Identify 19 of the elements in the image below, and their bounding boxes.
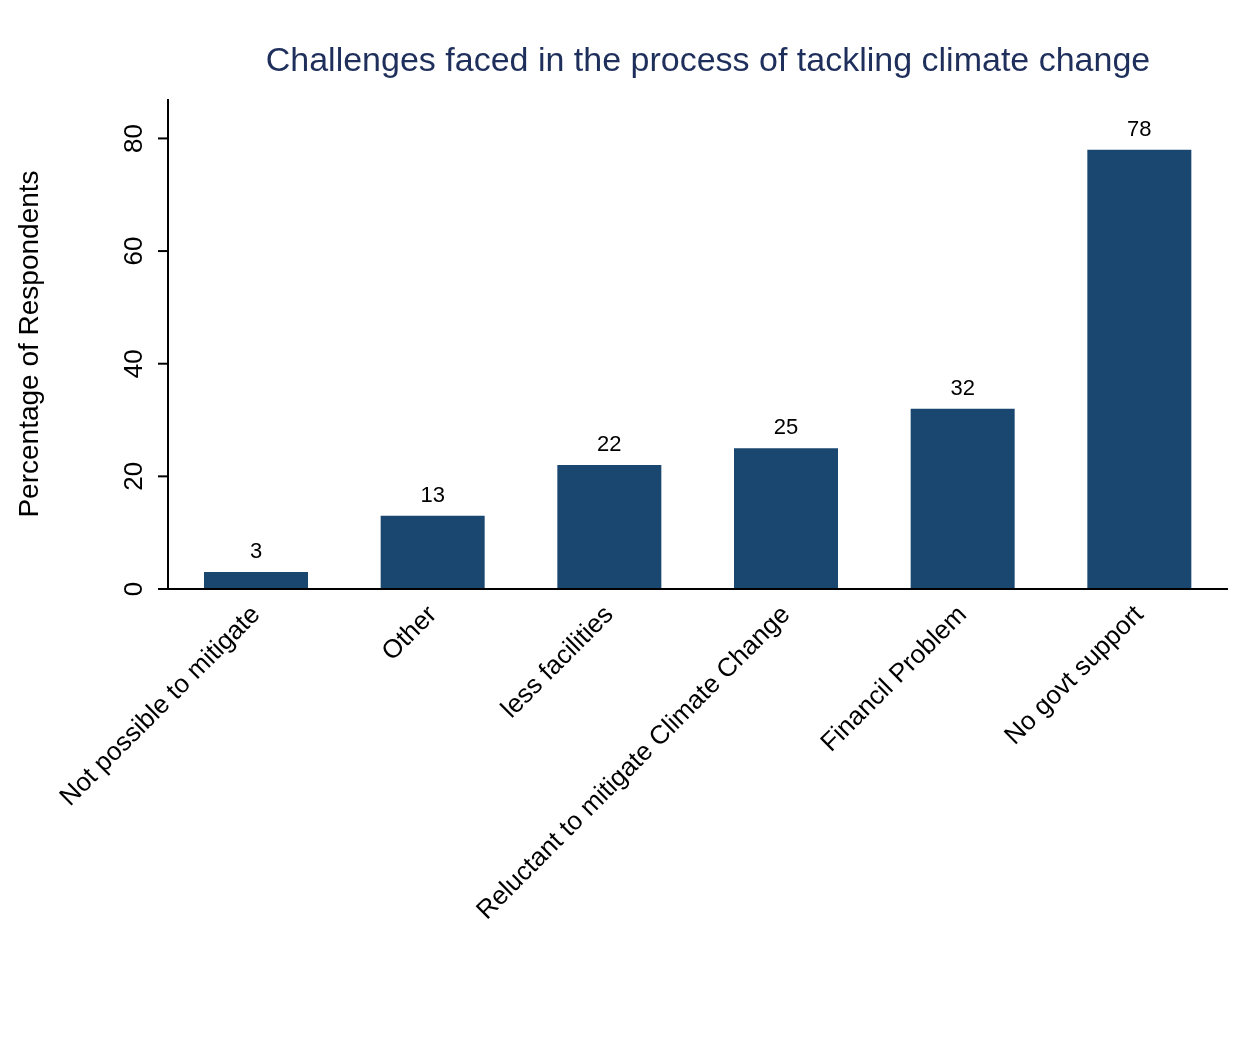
y-tick-label: 80 bbox=[118, 123, 148, 153]
bar bbox=[734, 448, 838, 589]
y-axis-title: Percentage of Respondents bbox=[12, 170, 44, 518]
y-tick-label: 40 bbox=[118, 349, 148, 379]
bar bbox=[1087, 149, 1192, 589]
y-tick-label: 0 bbox=[118, 581, 148, 597]
data-label: 22 bbox=[597, 431, 622, 457]
bar bbox=[910, 408, 1015, 589]
chart-title: Challenges faced in the process of tackling climate change bbox=[264, 40, 1152, 79]
data-label: 25 bbox=[773, 414, 799, 440]
bar bbox=[204, 572, 308, 589]
data-label: 3 bbox=[249, 538, 263, 564]
y-tick-label: 60 bbox=[118, 236, 148, 266]
bar bbox=[380, 515, 485, 589]
y-tick-label: 20 bbox=[118, 461, 148, 491]
data-label: 78 bbox=[1127, 115, 1152, 141]
data-label: 32 bbox=[950, 374, 975, 400]
data-label: 13 bbox=[420, 481, 445, 507]
bar bbox=[557, 465, 662, 589]
